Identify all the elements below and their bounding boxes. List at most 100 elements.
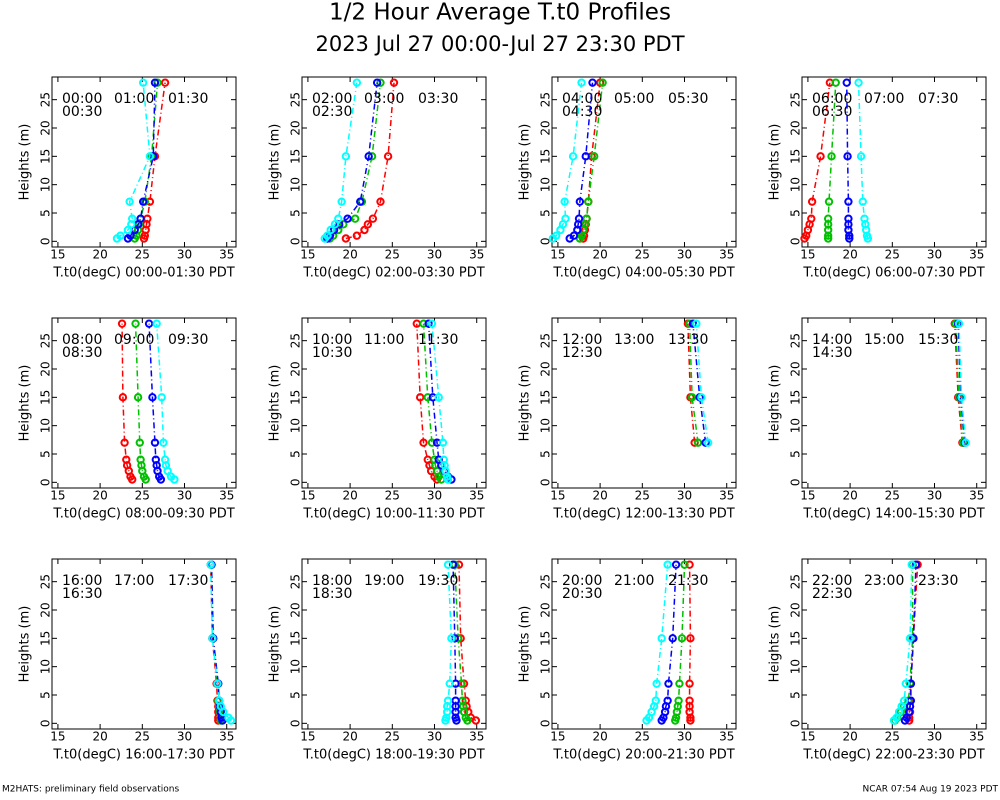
x-tick-label: 20 [342,730,357,744]
profile-point [424,319,433,328]
profile-point [118,393,128,402]
y-tick-label: 15 [289,390,303,405]
profile-point [326,225,335,235]
x-tick-label: 20 [92,248,107,262]
x-tick-label: 30 [177,248,192,262]
x-tick-label: 25 [385,730,400,744]
x-tick-label: 15 [300,248,315,262]
legend-label: 17:00 [114,573,154,589]
profile-point [680,560,689,569]
profile-point [824,197,834,206]
profile-point [389,78,399,87]
profile-point [368,214,378,223]
profile-point [415,393,425,402]
x-tick-label: 15 [300,730,315,744]
profile-point [438,438,448,447]
y-tick-label: 20 [39,602,53,617]
x-axis-label: T.t0(degC) 08:00-09:30 PDT [52,507,234,522]
legend-label: 09:30 [168,332,208,348]
profile-point [144,319,154,328]
legend-label: 20:00 [562,573,602,589]
plot-frame [51,317,237,489]
legend-label: 20:30 [562,586,602,602]
profile-line [954,323,964,443]
y-tick-label: 20 [789,120,803,135]
profile-point [213,679,222,688]
profile-point [224,713,233,722]
profile-point [668,634,677,643]
profile-point [854,78,863,87]
profile-point [671,560,681,569]
legend-label: 12:00 [562,332,602,348]
profile-point [842,78,851,87]
plot-frame [551,76,737,248]
x-tick-label: 15 [800,248,815,262]
profile-line [127,82,156,239]
profile-point [143,214,152,223]
profile-point [907,560,916,569]
profile-point [412,319,421,328]
profile-point [148,393,157,402]
y-tick-label: 10 [539,659,553,674]
page-title: 1/2 Hour Average T.t0 Profiles [329,0,671,26]
profile-point [703,438,713,447]
y-axis-label: Heights (m) [518,365,533,442]
y-axis-label: Heights (m) [768,365,783,442]
legend-label: 18:30 [312,586,352,602]
profile-line [687,323,696,443]
profile-point [160,455,170,464]
profile-point [905,634,915,643]
y-tick-label: 15 [539,390,553,405]
profile-point [131,319,140,328]
y-tick-label: 0 [289,238,303,246]
legend-label: 07:30 [918,91,958,107]
x-tick-label: 30 [927,489,942,503]
profile-point [697,393,706,402]
y-tick-label: 0 [289,479,303,487]
y-axis-label: Heights (m) [18,365,33,442]
x-tick-label: 30 [427,248,442,262]
legend-label: 21:00 [614,573,654,589]
x-tick-label: 35 [719,489,734,503]
y-tick-label: 25 [39,92,53,107]
y-tick-label: 0 [789,720,803,728]
y-tick-label: 10 [789,659,803,674]
y-tick-label: 25 [39,333,53,348]
profile-point [807,214,816,223]
y-tick-label: 0 [39,720,53,728]
legend-label: 03:00 [364,91,404,107]
profile-point [598,78,607,87]
x-tick-label: 35 [719,730,734,744]
profile-line [958,323,967,443]
legend-label: 16:00 [62,573,102,589]
legend-label: 21:30 [668,573,708,589]
profile-point [560,197,569,206]
x-tick-label: 20 [592,730,607,744]
legend-label: 08:00 [62,332,102,348]
x-tick-label: 20 [342,489,357,503]
profile-point [552,231,561,240]
x-axis-label: T.t0(degC) 10:00-11:30 PDT [302,507,484,522]
y-tick-label: 0 [289,720,303,728]
profile-point [352,78,362,87]
legend-label: 10:30 [312,345,352,361]
profile-point [860,214,869,223]
profile-line [569,82,594,240]
y-tick-label: 15 [289,149,303,164]
profile-point [663,560,672,569]
legend-label: 04:00 [562,91,602,107]
plot-frame [301,76,487,248]
legend-label: 14:30 [812,345,852,361]
x-tick-label: 25 [885,730,900,744]
x-tick-label: 25 [635,489,650,503]
profile-point [845,234,854,243]
profile-point [816,152,825,161]
profile-point [341,234,351,243]
y-tick-label: 15 [789,390,803,405]
y-tick-label: 10 [539,418,553,433]
profile-point [443,696,453,705]
profile-point [439,455,448,464]
x-tick-label: 35 [469,730,484,744]
y-axis-label: Heights (m) [518,124,533,201]
